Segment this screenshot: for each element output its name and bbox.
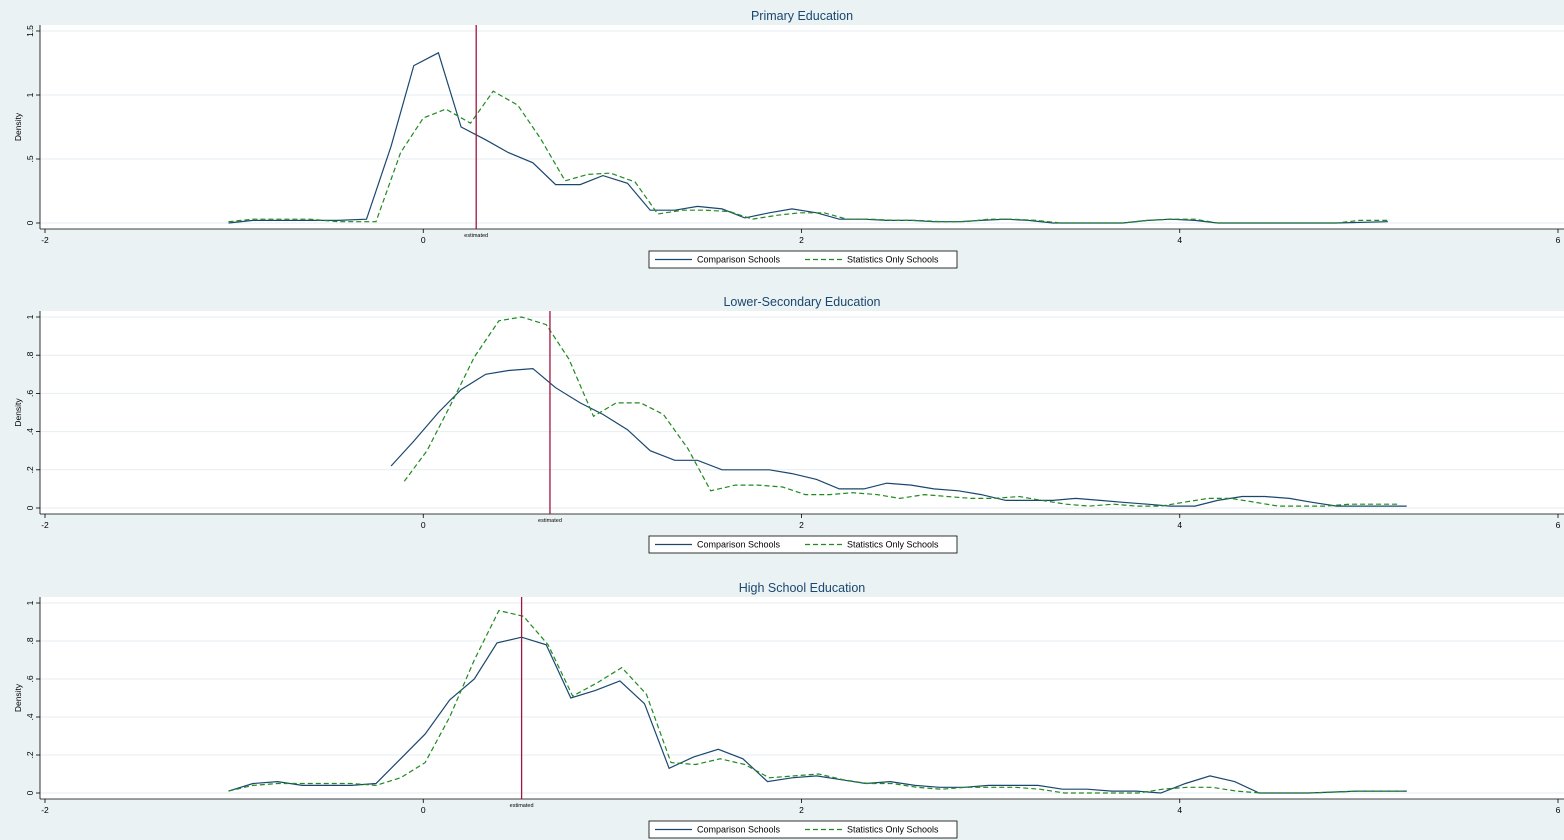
y-axis-label: Density xyxy=(13,112,23,141)
comparison-schools-line xyxy=(390,367,1407,507)
legend xyxy=(648,535,958,554)
y-tick-label: .4 xyxy=(25,428,35,435)
x-tick-label: -2 xyxy=(41,235,49,245)
x-tick-label: -2 xyxy=(41,805,49,815)
y-tick-label: .6 xyxy=(25,390,35,397)
chart-title: Primary Education xyxy=(751,9,853,23)
x-tick-label: 2 xyxy=(799,805,804,815)
y-tick-label: 1 xyxy=(25,314,35,319)
legend-label-statistics-only: Statistics Only Schools xyxy=(847,255,939,265)
x-tick-label: -2 xyxy=(41,520,49,530)
y-tick-label: .2 xyxy=(25,751,35,758)
x-tick-label: 6 xyxy=(1556,520,1561,530)
y-tick-label: .2 xyxy=(25,466,35,473)
y-tick-label: .8 xyxy=(25,637,35,644)
chart-panel-1: Primary Education 0 .5 1 1.5 Density -2 0 2 4 6 est… xyxy=(13,9,1564,269)
x-tick-label: 0 xyxy=(421,805,426,815)
comparison-schools-line xyxy=(228,636,1407,794)
x-tick-label: 4 xyxy=(1177,235,1182,245)
estimated-label: estimated xyxy=(538,518,562,524)
statistics-only-line xyxy=(228,90,1388,224)
x-tick-label: 0 xyxy=(421,235,426,245)
chart-title: High School Education xyxy=(739,581,866,595)
chart-title: Lower-Secondary Education xyxy=(723,295,880,309)
legend-label-comparison: Comparison Schools xyxy=(697,540,781,550)
plot-area xyxy=(40,311,1564,514)
estimated-label: estimated xyxy=(510,803,534,809)
plot-area xyxy=(40,597,1564,799)
legend xyxy=(648,250,958,269)
statistics-only-line xyxy=(403,316,1398,507)
legend-label-comparison: Comparison Schools xyxy=(697,255,781,265)
legend xyxy=(648,820,958,839)
y-tick-label: .8 xyxy=(25,351,35,358)
x-tick-label: 0 xyxy=(421,520,426,530)
x-tick-label: 6 xyxy=(1556,235,1561,245)
y-tick-label: .5 xyxy=(25,155,35,162)
y-axis-label: Density xyxy=(13,398,23,427)
statistics-only-line xyxy=(228,609,1407,794)
y-tick-label: .6 xyxy=(25,675,35,682)
estimated-label: estimated xyxy=(464,233,488,239)
x-tick-label: 4 xyxy=(1177,520,1182,530)
chart-panel-3: High School Education 0 .2 .4 .6 .8 1 Density -2… xyxy=(13,581,1564,839)
legend-label-comparison: Comparison Schools xyxy=(697,825,781,835)
y-tick-label: 1 xyxy=(25,92,35,97)
y-tick-label: .4 xyxy=(25,713,35,720)
x-tick-label: 6 xyxy=(1556,805,1561,815)
x-tick-label: 4 xyxy=(1177,805,1182,815)
x-tick-label: 2 xyxy=(799,520,804,530)
y-tick-label: 1 xyxy=(25,600,35,605)
y-tick-label: 0 xyxy=(25,220,35,225)
y-tick-label: 0 xyxy=(25,505,35,510)
chart-panel-2: Lower-Secondary Education 0 .2 .4 .6 .8 1 Densi… xyxy=(13,295,1564,554)
legend-label-statistics-only: Statistics Only Schools xyxy=(847,825,939,835)
x-tick-label: 2 xyxy=(799,235,804,245)
y-tick-label: 0 xyxy=(25,790,35,795)
plot-area xyxy=(40,25,1564,229)
legend-label-statistics-only: Statistics Only Schools xyxy=(847,540,939,550)
y-tick-label: 1.5 xyxy=(25,25,35,37)
y-axis-label: Density xyxy=(13,683,23,712)
